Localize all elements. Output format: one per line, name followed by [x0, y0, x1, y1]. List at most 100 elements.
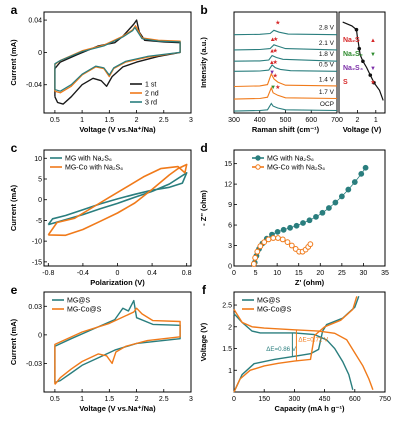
legend-entry: 2 nd [145, 91, 159, 98]
x-tick-label: 300 [289, 396, 301, 403]
panel-label: d [200, 141, 207, 155]
x-tick-label: 35 [381, 270, 389, 277]
x-tick-label: 0.4 [147, 270, 157, 277]
x-tick-label: 10 [273, 270, 281, 277]
x-tick-label: 450 [319, 396, 331, 403]
series-line [47, 163, 188, 237]
x-tick-label: 750 [379, 396, 391, 403]
voltage-profile-dot [357, 46, 362, 51]
x-tick-label: 0.5 [50, 396, 60, 403]
data-point [270, 235, 277, 241]
phase-legend-label: Na₂S₂ [343, 51, 363, 58]
x-axis-label: Capacity (mA h g⁻¹) [275, 404, 345, 413]
y-tick-label: 0 [38, 332, 42, 339]
peak-marker: ★ [273, 47, 278, 54]
x-tick-label: 3 [189, 396, 193, 403]
data-point [288, 242, 295, 249]
phase-legend-label: Na₂S₄ [343, 65, 363, 72]
y-tick-label: 6 [228, 223, 232, 230]
panel-label: f [202, 283, 207, 297]
data-point [284, 239, 291, 246]
y-tick-label: 0.04 [28, 18, 42, 25]
data-point [275, 235, 281, 241]
spectrum-line [233, 64, 338, 72]
phase-legend-symbol: ▼ [370, 52, 376, 58]
spectrum-label: OCP [320, 101, 334, 108]
plot-frame-a [43, 11, 192, 114]
legend-entry: MG@S [67, 298, 90, 305]
x-tick-label: 600 [305, 117, 317, 124]
data-point [338, 193, 345, 200]
plot-frame-f [233, 291, 386, 393]
y-tick-label: 2.5 [222, 303, 232, 310]
side-x-tick-label: 1 [374, 117, 378, 124]
peak-marker: ★ [275, 20, 280, 27]
data-point [254, 248, 261, 255]
peak-marker: ▼ [270, 85, 276, 91]
data-point [345, 186, 352, 193]
series-line [54, 307, 181, 385]
spectrum-label: 1.8 V [319, 51, 335, 58]
x-axis-label: Z' (ohm) [295, 278, 325, 287]
panel-label: a [11, 3, 18, 17]
spectrum-line [233, 29, 338, 36]
series-line [54, 26, 181, 92]
data-point [332, 199, 339, 206]
y-tick-label: -0.03 [26, 361, 42, 368]
series-line [54, 19, 181, 105]
x-tick-label: 1.5 [104, 396, 114, 403]
peak-marker: ★ [273, 73, 278, 80]
y-axis-label: Voltage (V) [199, 322, 208, 361]
data-point [279, 236, 286, 243]
legend-entry: 3 rd [145, 100, 157, 107]
y-tick-label: 12 [224, 182, 232, 189]
x-tick-label: 0.8 [182, 270, 192, 277]
y-tick-label: 0.03 [28, 304, 42, 311]
phase-legend-symbol: ▼ [370, 66, 376, 72]
voltage-profile-dot [368, 73, 373, 77]
x-tick-label: 600 [349, 396, 361, 403]
annotation: ΔE=0.86 V [266, 346, 297, 353]
data-point [306, 217, 313, 224]
series-line [233, 309, 374, 391]
spectrum-line [233, 72, 338, 88]
y-tick-label: 5 [38, 177, 42, 184]
x-axis-label: Voltage (V vs.Na⁺/Na) [79, 125, 156, 134]
y-tick-label: -0.04 [26, 82, 42, 89]
voltage-profile-dot [372, 80, 376, 85]
legend-entry: MG-Co@S [67, 307, 102, 314]
data-point [300, 220, 306, 226]
y-tick-label: 15 [224, 161, 232, 168]
data-point [252, 254, 259, 261]
y-tick-label: 0 [38, 197, 42, 204]
peak-marker: ★ [273, 36, 278, 43]
panel-label: c [11, 141, 18, 155]
y-tick-label: 2 [228, 324, 232, 331]
legend-entry: MG with Na₂S₆ [65, 156, 112, 163]
plot-frame-d [233, 149, 386, 267]
y-tick-label: 1 [228, 368, 232, 375]
x-tick-label: 0 [232, 396, 236, 403]
legend-entry: MG-Co with Na₂S₆ [65, 165, 123, 172]
x-tick-label: 150 [258, 396, 270, 403]
y-tick-label: 0 [38, 50, 42, 57]
x-tick-label: -0.8 [42, 270, 54, 277]
x-tick-label: 1 [80, 396, 84, 403]
series-line [47, 172, 188, 226]
peak-marker: ▼ [269, 70, 275, 76]
phase-legend-symbol: ▲ [370, 38, 376, 44]
y-tick-label: 0 [228, 264, 232, 271]
x-tick-label: 0 [232, 270, 236, 277]
data-point [257, 243, 264, 250]
y-tick-label: 3 [228, 243, 232, 250]
peak-marker: ★ [273, 59, 278, 66]
panel-label: b [200, 3, 207, 17]
phase-legend-symbol: ★ [370, 79, 375, 86]
x-tick-label: 20 [316, 270, 324, 277]
data-point [250, 261, 257, 267]
spectrum-line [233, 44, 338, 51]
spectrum-label: 2.1 V [319, 40, 335, 47]
spectrum-label: 0.5 V [319, 61, 335, 68]
x-tick-label: 300 [228, 117, 240, 124]
